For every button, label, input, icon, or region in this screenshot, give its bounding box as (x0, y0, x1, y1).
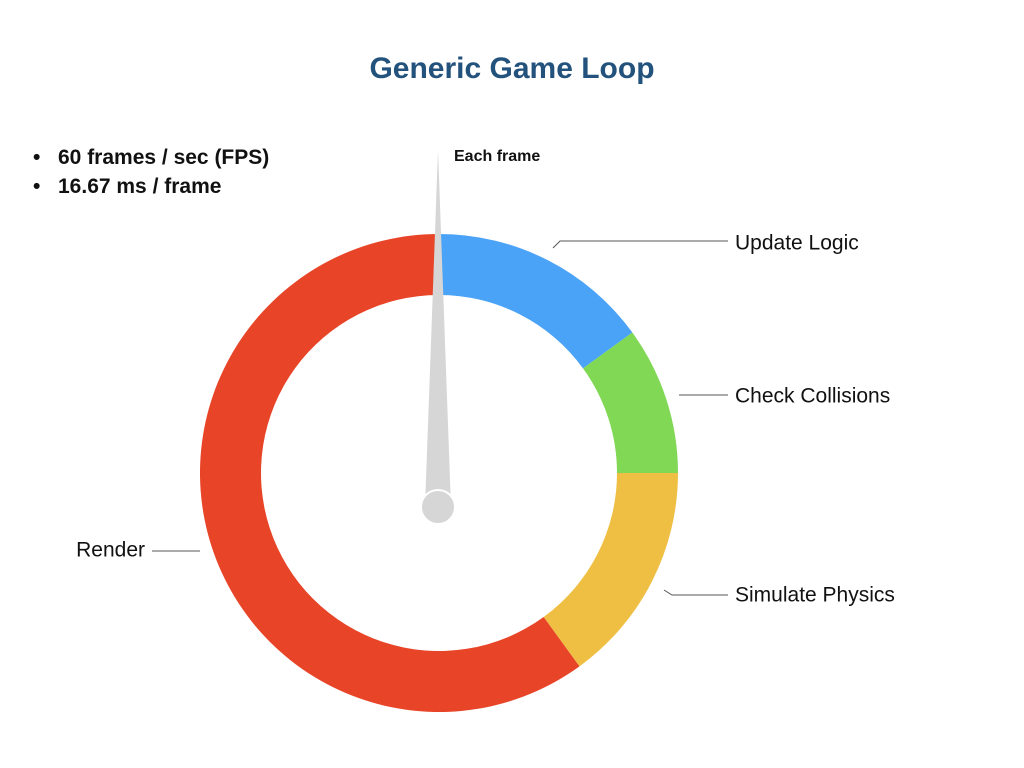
segment-check-collisions (583, 332, 678, 473)
label-check-collisions: Check Collisions (735, 385, 890, 408)
label-update-logic: Update Logic (735, 232, 859, 255)
frame-ring (199, 234, 678, 712)
bullet-ms-per-frame: • 16.67 ms / frame (33, 172, 269, 201)
frame-rate-notes: • 60 frames / sec (FPS) • 16.67 ms / frame (33, 143, 269, 201)
bullet-ms-text: 16.67 ms / frame (58, 175, 222, 198)
segment-labels: Update Logic Check Collisions Simulate Phy… (76, 232, 895, 607)
label-simulate-physics: Simulate Physics (735, 584, 895, 607)
frame-pointer: Each frame (420, 148, 540, 525)
diagram-title: Generic Game Loop (369, 52, 655, 85)
leader-line-simulate-physics (663, 589, 728, 596)
segment-update-logic (439, 234, 633, 369)
segment-simulate-physics (543, 473, 678, 667)
pointer-hub (420, 489, 456, 525)
leader-line-update-logic (552, 240, 728, 249)
bullet-dot: • (33, 175, 41, 198)
bullet-fps-text: 60 frames / sec (FPS) (58, 146, 270, 169)
pointer-label: Each frame (454, 148, 540, 165)
bullet-fps: • 60 frames / sec (FPS) (33, 143, 269, 172)
label-render: Render (76, 539, 145, 562)
bullet-dot: • (33, 146, 41, 169)
pointer-needle (425, 150, 451, 507)
segment-render (199, 234, 580, 712)
leader-lines (152, 240, 728, 596)
